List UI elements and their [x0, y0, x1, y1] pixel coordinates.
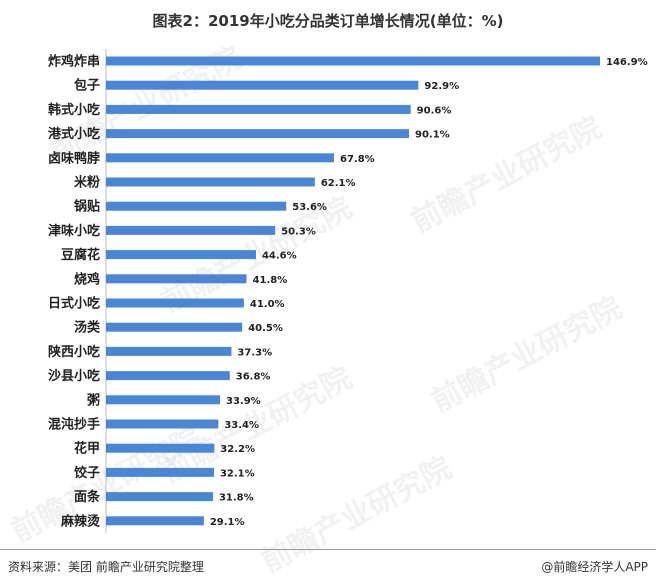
bar — [106, 371, 230, 381]
bar — [106, 56, 600, 66]
category-label: 卤味鸭脖 — [48, 150, 100, 166]
value-label: 44.6% — [262, 251, 297, 262]
category-label: 津味小吃 — [48, 223, 100, 239]
bar — [106, 443, 215, 453]
value-label: 41.0% — [250, 299, 285, 310]
bar — [106, 322, 243, 332]
bar — [106, 153, 334, 163]
value-label: 90.6% — [417, 105, 452, 116]
category-label: 日式小吃 — [48, 296, 100, 312]
value-label: 36.8% — [236, 372, 271, 383]
value-label: 67.8% — [340, 154, 375, 165]
source-text: 资料来源：美团 前瞻产业研究院整理 — [8, 560, 204, 574]
category-label: 沙县小吃 — [48, 368, 100, 384]
bar — [106, 395, 220, 405]
category-label: 烧鸡 — [74, 271, 100, 287]
bar — [106, 492, 213, 502]
category-label: 炸鸡炸串 — [48, 54, 100, 70]
category-label: 麻辣烫 — [60, 513, 101, 529]
value-label: 32.2% — [220, 444, 255, 455]
category-label: 港式小吃 — [48, 126, 100, 142]
value-label: 50.3% — [281, 226, 316, 237]
category-label: 锅贴 — [74, 199, 100, 215]
category-label: 粥 — [87, 392, 100, 408]
bar — [106, 104, 411, 114]
value-label: 146.9% — [606, 57, 648, 68]
value-label: 33.4% — [224, 420, 259, 431]
value-label: 29.1% — [210, 517, 245, 528]
bar — [106, 177, 315, 187]
value-label: 32.1% — [220, 468, 255, 479]
category-label: 面条 — [74, 489, 101, 505]
bar — [106, 274, 247, 284]
bar — [106, 419, 219, 429]
bar — [106, 80, 419, 90]
value-label: 40.5% — [248, 323, 283, 334]
bar — [106, 129, 409, 139]
brand-text: @前瞻经济学人APP — [541, 560, 648, 574]
bar — [106, 225, 276, 235]
category-label: 汤类 — [74, 320, 101, 336]
value-label: 53.6% — [292, 202, 327, 213]
value-label: 41.8% — [253, 275, 288, 286]
bar — [106, 201, 287, 211]
value-label: 37.3% — [237, 347, 272, 358]
category-label: 米粉 — [74, 175, 100, 191]
category-label: 豆腐花 — [61, 247, 100, 263]
bar-chart: 炸鸡炸串 146.9% 包子 92.9% 韩式小吃 90.6% 港式小吃 90.1% 卤味鸭脖 6… — [48, 49, 648, 533]
category-label: 混沌抄手 — [48, 417, 100, 433]
bar — [106, 250, 256, 260]
bar — [106, 298, 244, 308]
category-label: 花甲 — [74, 441, 100, 457]
bar — [106, 516, 204, 526]
category-label: 饺子 — [74, 465, 100, 481]
category-label: 包子 — [74, 78, 100, 94]
bar — [106, 467, 214, 477]
chart-title: 图表2：2019年小吃分品类订单增长情况(单位：%) — [152, 12, 504, 30]
value-label: 92.9% — [424, 81, 459, 92]
bar — [106, 346, 232, 356]
category-label: 陕西小吃 — [48, 344, 100, 360]
value-label: 90.1% — [415, 130, 450, 141]
footer: 资料来源：美团 前瞻产业研究院整理 @前瞻经济学人APP — [0, 549, 656, 586]
value-label: 31.8% — [219, 493, 254, 504]
category-label: 韩式小吃 — [48, 102, 100, 118]
value-label: 62.1% — [321, 178, 356, 189]
value-label: 33.9% — [226, 396, 261, 407]
